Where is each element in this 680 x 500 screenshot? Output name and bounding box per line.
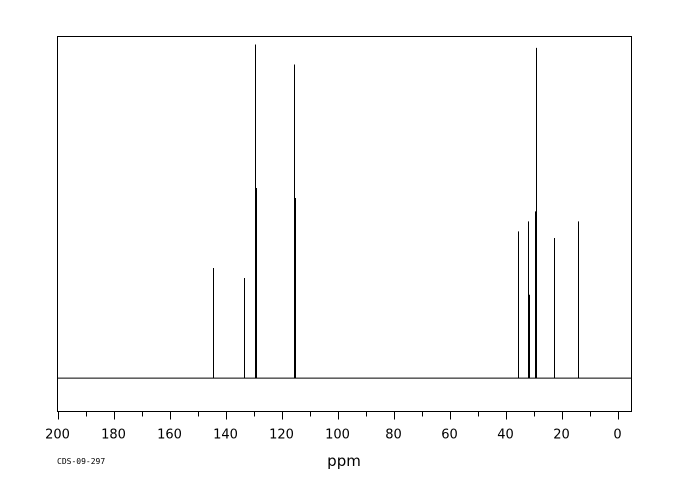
x-tick-label-20: 20 <box>553 428 570 443</box>
x-tick-label-60: 60 <box>441 428 458 443</box>
x-tick-label-180: 180 <box>101 428 126 443</box>
x-axis-title: ppm <box>327 452 361 470</box>
x-tick-label-40: 40 <box>497 428 514 443</box>
x-axis-ticks <box>58 411 619 420</box>
x-tick-label-0: 0 <box>613 428 621 443</box>
x-tick-label-120: 120 <box>269 428 294 443</box>
plot-frame <box>57 36 632 412</box>
sample-code-label: CDS-09-297 <box>57 457 105 466</box>
x-tick-label-80: 80 <box>385 428 402 443</box>
x-tick-label-160: 160 <box>157 428 182 443</box>
x-tick-label-100: 100 <box>325 428 350 443</box>
x-axis-tick-labels: 200 180 160 140 120 100 80 60 40 20 0 <box>45 428 622 443</box>
spectrum-peaks <box>213 44 579 379</box>
x-tick-label-200: 200 <box>45 428 70 443</box>
x-tick-label-140: 140 <box>213 428 238 443</box>
